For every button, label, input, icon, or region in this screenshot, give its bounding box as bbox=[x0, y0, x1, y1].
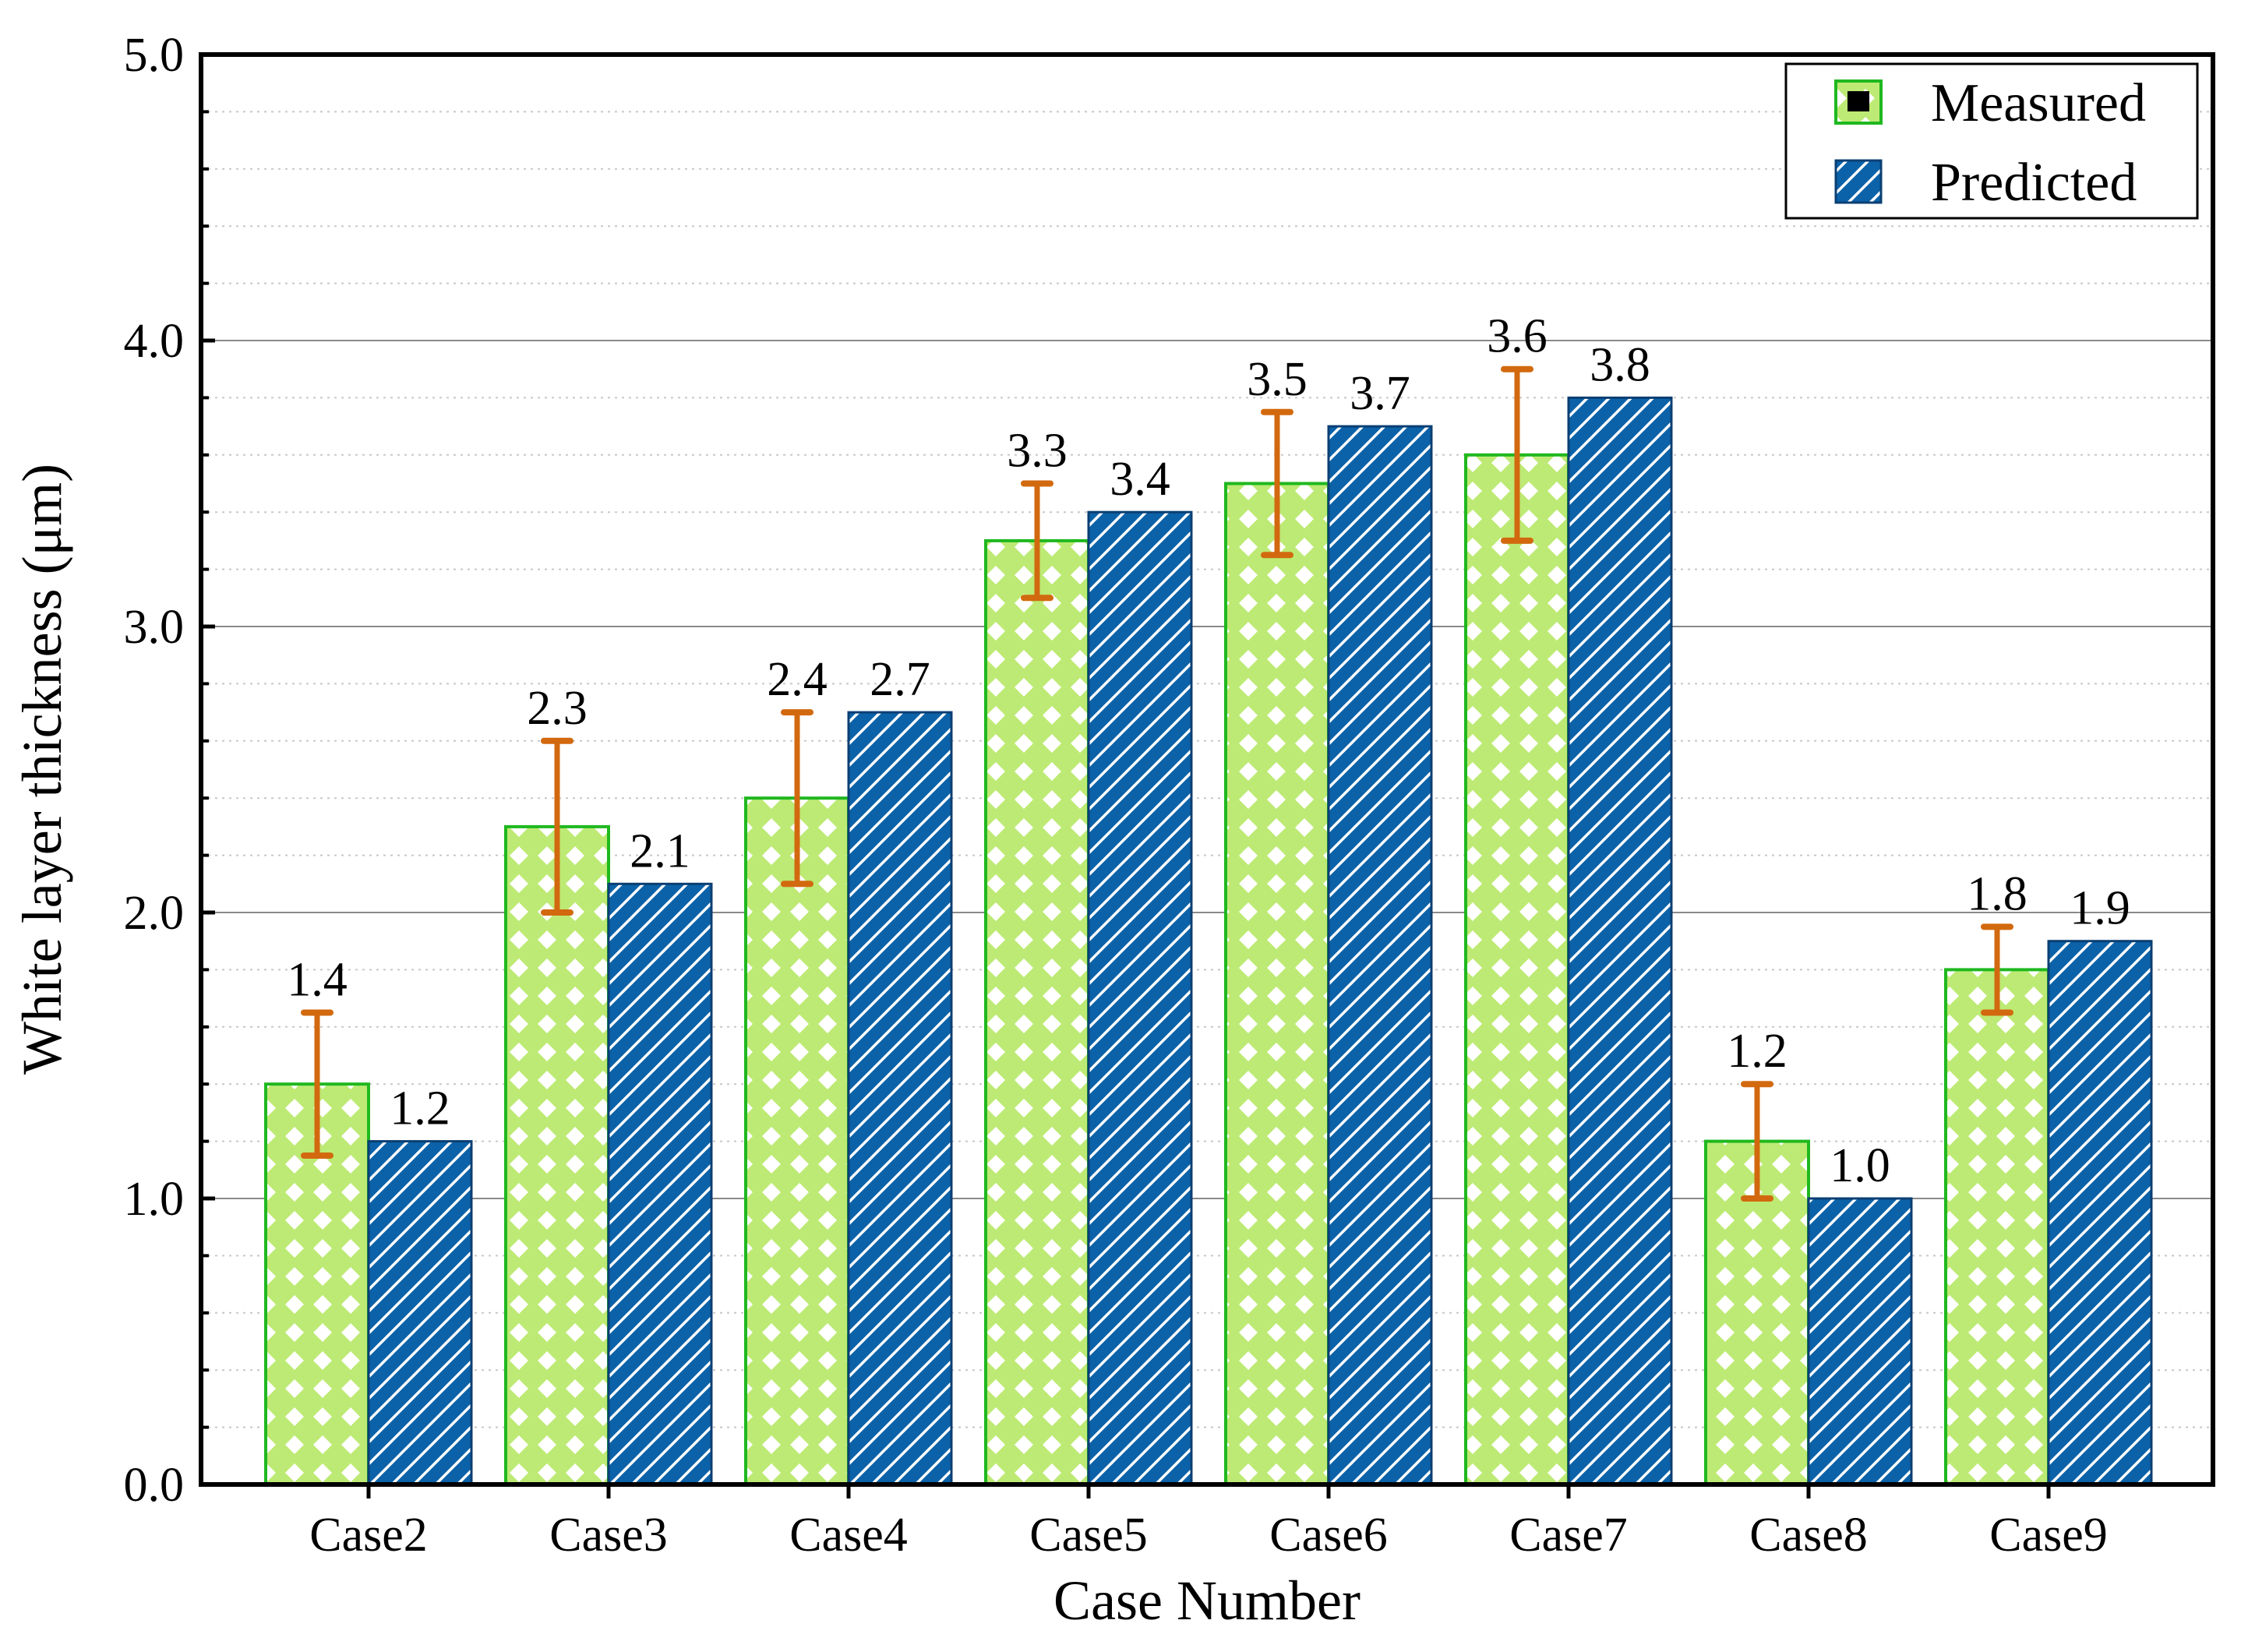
y-tick-label: 0.0 bbox=[124, 1459, 185, 1512]
legend-label-predicted: Predicted bbox=[1931, 153, 2137, 213]
data-label-predicted: 1.0 bbox=[1830, 1139, 1890, 1192]
bar-measured bbox=[1224, 482, 1330, 1486]
bar-predicted bbox=[367, 1140, 473, 1486]
y-tick-label: 5.0 bbox=[124, 29, 185, 82]
axes: 0.0 1.0 2.0 3.0 4.0 5.0 Case2 Case3 Case4 Case5 Ca… bbox=[124, 29, 2108, 1562]
bar-measured bbox=[1944, 968, 2050, 1486]
bar-predicted bbox=[2047, 940, 2153, 1486]
data-label-measured: 3.5 bbox=[1247, 353, 1308, 406]
data-label-predicted: 2.7 bbox=[870, 653, 930, 706]
y-axis-title: White layer thickness (μm) bbox=[11, 464, 73, 1075]
x-tick-label: Case6 bbox=[1269, 1509, 1388, 1562]
data-label-measured: 2.4 bbox=[767, 653, 828, 706]
y-tick-label: 2.0 bbox=[124, 887, 185, 940]
x-tick-label: Case3 bbox=[549, 1509, 668, 1562]
data-label-predicted: 1.2 bbox=[390, 1082, 450, 1135]
data-label-measured: 2.3 bbox=[527, 682, 588, 735]
bar-measured bbox=[744, 796, 850, 1486]
bar-measured bbox=[984, 538, 1090, 1486]
data-label-measured: 1.8 bbox=[1967, 867, 2027, 920]
bar-predicted bbox=[1807, 1197, 1913, 1486]
bar-predicted bbox=[607, 882, 713, 1486]
legend-marker-measured bbox=[1848, 91, 1869, 111]
legend-swatch-predicted bbox=[1834, 159, 1883, 204]
data-label-predicted: 3.7 bbox=[1350, 367, 1410, 420]
y-tick-label: 3.0 bbox=[124, 601, 185, 654]
x-tick-label: Case9 bbox=[1989, 1509, 2108, 1562]
data-label-measured: 1.2 bbox=[1727, 1025, 1788, 1078]
x-tick-label: Case4 bbox=[789, 1509, 908, 1562]
x-axis-title: Case Number bbox=[1053, 1569, 1360, 1632]
data-label-measured: 3.6 bbox=[1487, 310, 1548, 363]
plot-frame bbox=[199, 52, 2215, 1487]
bars bbox=[264, 396, 2153, 1486]
data-label-predicted: 3.8 bbox=[1590, 338, 1650, 391]
x-tick-label: Case8 bbox=[1749, 1509, 1868, 1562]
bar-predicted bbox=[1327, 425, 1433, 1486]
y-tick-label: 1.0 bbox=[124, 1173, 185, 1226]
bar-predicted bbox=[1567, 396, 1673, 1486]
bar-predicted bbox=[1087, 510, 1193, 1486]
error-bars bbox=[301, 365, 2013, 1202]
y-tick-label: 4.0 bbox=[124, 315, 185, 368]
bar-measured bbox=[504, 824, 610, 1486]
bar-predicted bbox=[847, 711, 953, 1486]
legend: Measured Predicted bbox=[1784, 62, 2199, 220]
x-tick-label: Case5 bbox=[1029, 1509, 1148, 1562]
data-label-measured: 1.4 bbox=[287, 953, 348, 1006]
data-label-measured: 3.3 bbox=[1007, 425, 1068, 478]
data-label-predicted: 3.4 bbox=[1110, 453, 1170, 506]
data-labels: 1.4 1.2 2.3 2.1 2.4 2.7 3.3 3.4 3.5 3.7 3.6 3.8 1.2 1… bbox=[287, 310, 2130, 1192]
legend-label-measured: Measured bbox=[1931, 73, 2146, 133]
bar-measured bbox=[1464, 453, 1570, 1486]
data-label-predicted: 2.1 bbox=[630, 824, 690, 877]
x-tick-label: Case7 bbox=[1509, 1509, 1628, 1562]
x-tick-label: Case2 bbox=[309, 1509, 428, 1562]
data-label-predicted: 1.9 bbox=[2070, 882, 2130, 935]
